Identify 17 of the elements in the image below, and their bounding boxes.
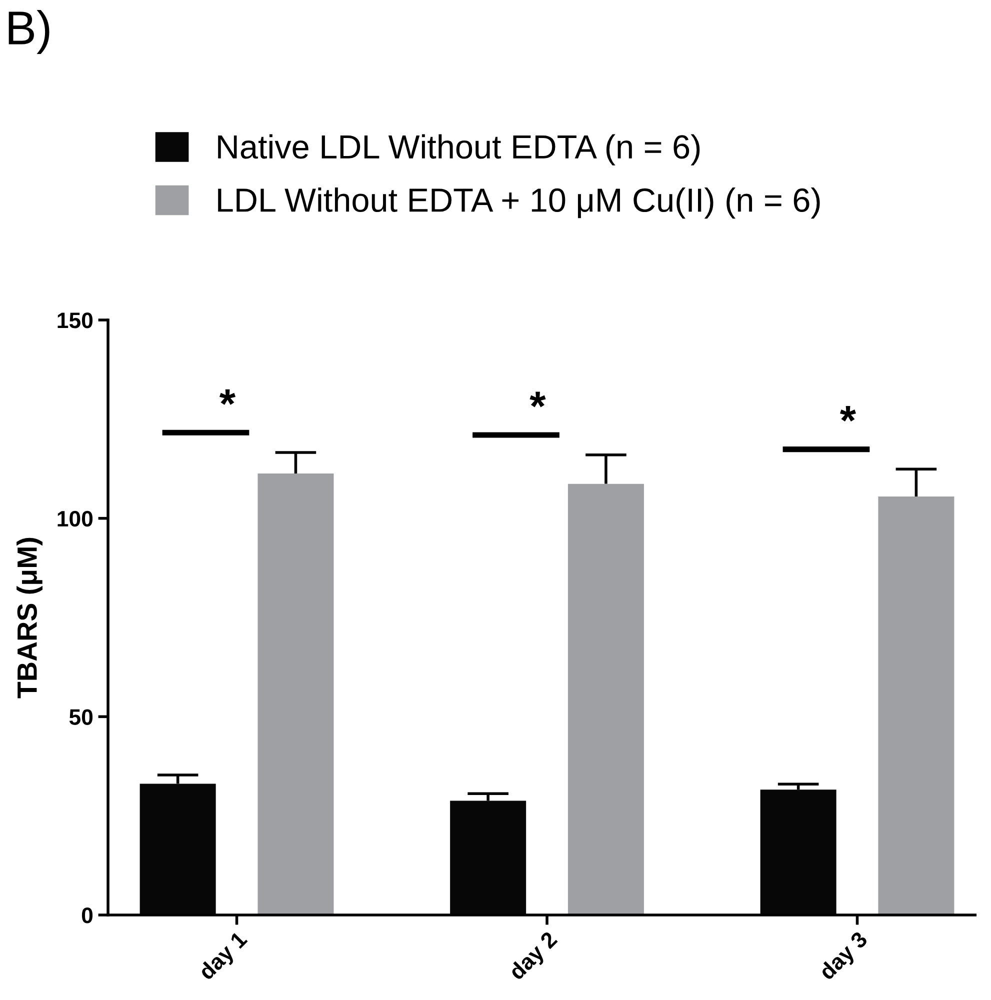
annotation: * — [840, 406, 856, 422]
x-tick-label: day 1 — [197, 930, 251, 984]
bar — [568, 484, 644, 915]
y-tick-label: 50 — [69, 709, 93, 725]
legend-label: Native LDL Without EDTA (n = 6) — [218, 134, 700, 166]
annotation: * — [530, 392, 546, 408]
y-tick-label: 150 — [58, 312, 93, 328]
bar — [878, 496, 954, 915]
x-tick-label: day 2 — [507, 930, 562, 984]
y-tick-label: 0 — [82, 908, 93, 924]
legend-label: LDL Without EDTA + 10 μM Cu(II) (n = 6) — [218, 188, 820, 219]
annotation: * — [219, 389, 236, 405]
chart-title: B) — [8, 10, 50, 54]
x-tick-label: day 3 — [818, 930, 872, 984]
y-tick-label: 100 — [58, 510, 93, 527]
bar — [258, 474, 334, 915]
y-axis-title: TBARS (μM) — [16, 538, 42, 698]
